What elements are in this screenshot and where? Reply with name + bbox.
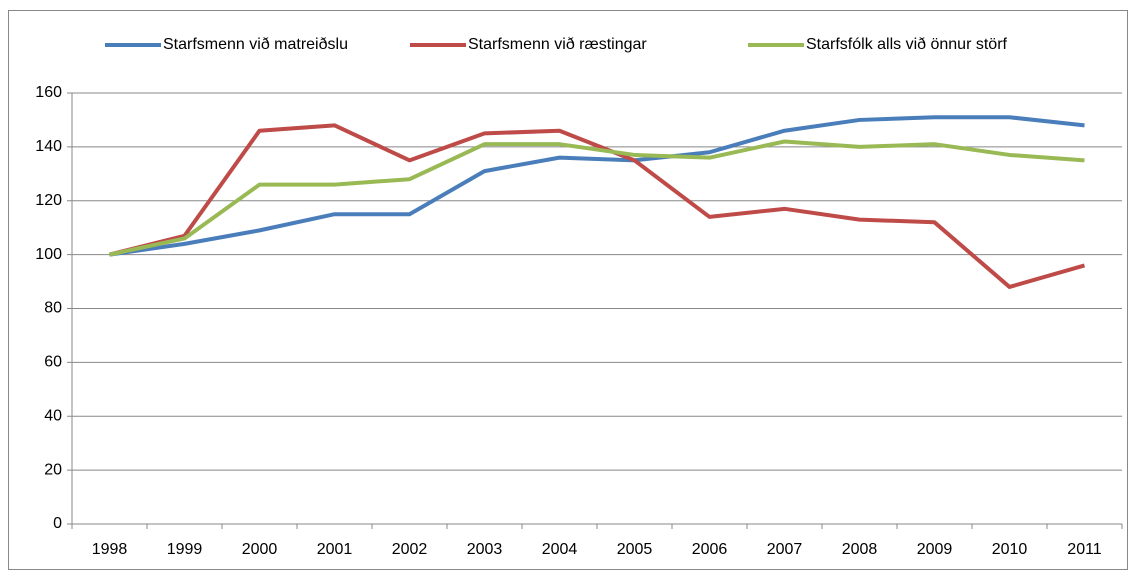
x-tick-label: 2002 — [392, 541, 428, 558]
legend-label: Starfsfólk alls við önnur störf — [806, 36, 1008, 53]
x-tick-label: 2004 — [542, 541, 578, 558]
x-tick-label: 2005 — [617, 541, 653, 558]
x-tick-label: 1998 — [92, 541, 128, 558]
y-tick-label: 100 — [35, 246, 62, 263]
legend-label: Starfsmenn við matreiðslu — [163, 36, 348, 53]
x-tick-label: 2011 — [1067, 541, 1102, 558]
legend-label: Starfsmenn við ræstingar — [468, 36, 647, 53]
x-tick-label: 2007 — [767, 541, 803, 558]
x-tick-label: 2001 — [317, 541, 353, 558]
x-tick-label: 2006 — [692, 541, 728, 558]
y-tick-label: 0 — [53, 515, 62, 532]
chart-border — [8, 10, 1128, 570]
series-line — [109, 123, 1086, 289]
y-tick-label: 40 — [44, 407, 62, 424]
x-tick-label: 2000 — [242, 541, 278, 558]
y-tick-label: 160 — [35, 84, 62, 101]
series-line — [109, 115, 1085, 257]
x-tick-label: 2009 — [917, 541, 953, 558]
x-tick-label: 1999 — [167, 541, 203, 558]
y-tick-label: 80 — [44, 300, 62, 317]
x-tick-label: 2003 — [467, 541, 503, 558]
x-tick-label: 2008 — [842, 541, 878, 558]
y-tick-label: 140 — [35, 138, 62, 155]
x-tick-label: 2010 — [992, 541, 1028, 558]
y-tick-label: 20 — [44, 461, 62, 478]
y-tick-label: 60 — [44, 354, 62, 371]
y-tick-label: 120 — [35, 192, 62, 209]
series-line — [109, 139, 1085, 257]
